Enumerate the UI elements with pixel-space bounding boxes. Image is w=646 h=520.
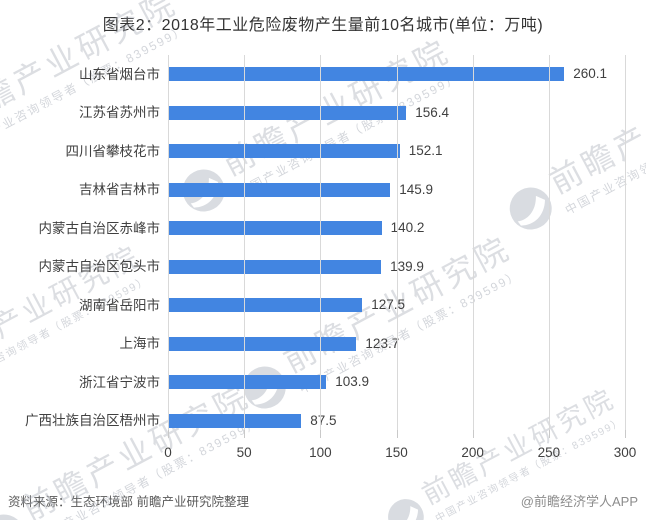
bar-value-label: 103.9 bbox=[335, 374, 370, 389]
x-axis-tick bbox=[396, 430, 398, 438]
category-axis: 山东省烟台市 江苏省苏州市四川省攀枝花市吉林省吉林市内蒙古自治区赤峰市 内蒙古自治区… bbox=[0, 55, 160, 430]
x-axis-tick bbox=[625, 430, 626, 438]
bar bbox=[168, 105, 407, 120]
category-label: 山东省烟台市 bbox=[79, 66, 160, 82]
bar-value-label: 127.5 bbox=[371, 297, 406, 312]
x-axis-tick-label: 50 bbox=[236, 445, 252, 460]
bars-layer: 260.1 156.4 152.1 145.9 140.2 139.9 127.5 123.7… bbox=[168, 55, 625, 430]
gridline bbox=[625, 55, 626, 430]
bar bbox=[168, 67, 565, 81]
bar bbox=[168, 182, 391, 197]
bar-value-label: 152.1 bbox=[408, 143, 443, 158]
bar-value-label: 140.2 bbox=[390, 220, 425, 235]
x-axis-tick bbox=[548, 430, 550, 438]
bar-value-label: 145.9 bbox=[399, 181, 434, 197]
x-axis: 0 50 100 150 200 250 300 bbox=[164, 430, 636, 470]
bar bbox=[168, 144, 400, 158]
category-label: 江苏省苏州市 bbox=[79, 105, 160, 120]
category-label: 上海市 bbox=[119, 336, 161, 351]
category-label: 内蒙古自治区赤峰市 bbox=[38, 220, 161, 236]
bar-value-label: 156.4 bbox=[415, 104, 450, 120]
category-label: 广西壮族自治区梧州市 bbox=[25, 413, 160, 428]
x-axis-tick-label: 300 bbox=[613, 445, 637, 460]
bar bbox=[168, 413, 302, 428]
bar bbox=[168, 375, 327, 389]
x-axis-tick bbox=[320, 430, 322, 438]
chart-title: 图表2：2018年工业危险废物产生量前10名城市(单位：万吨) bbox=[102, 17, 544, 34]
category-label: 内蒙古自治区包头市 bbox=[38, 259, 161, 274]
x-axis-tick bbox=[472, 430, 474, 438]
x-axis-tick-label: 150 bbox=[385, 445, 408, 460]
x-axis-tick-label: 100 bbox=[309, 445, 332, 460]
x-axis-tick-label: 200 bbox=[461, 445, 484, 460]
bar-value-label: 139.9 bbox=[390, 258, 424, 274]
x-axis-tick-label: 0 bbox=[164, 445, 172, 460]
app-credit: @前瞻经济学人APP bbox=[520, 494, 638, 509]
category-label: 吉林省吉林市 bbox=[79, 182, 160, 197]
bar-value-label: 123.7 bbox=[365, 335, 400, 351]
category-label: 湖南省岳阳市 bbox=[79, 297, 160, 313]
bar-value-label: 260.1 bbox=[573, 66, 608, 81]
category-label: 浙江省宁波市 bbox=[79, 374, 160, 390]
bar-value-label: 87.5 bbox=[310, 412, 337, 428]
bar bbox=[168, 298, 363, 312]
bar bbox=[168, 221, 382, 235]
bar bbox=[168, 259, 382, 274]
x-axis-tick-label: 250 bbox=[537, 445, 561, 460]
qianzhan-logo-icon bbox=[382, 492, 430, 520]
bar bbox=[168, 336, 357, 351]
x-axis-tick bbox=[168, 430, 169, 438]
category-label: 四川省攀枝花市 bbox=[65, 143, 161, 159]
x-axis-tick bbox=[244, 430, 246, 438]
source-note: 资料来源：生态环境部 前瞻产业研究院整理 bbox=[8, 495, 249, 509]
plot-area: 260.1 156.4 152.1 145.9 140.2 139.9 127.5 123.7… bbox=[168, 55, 626, 430]
